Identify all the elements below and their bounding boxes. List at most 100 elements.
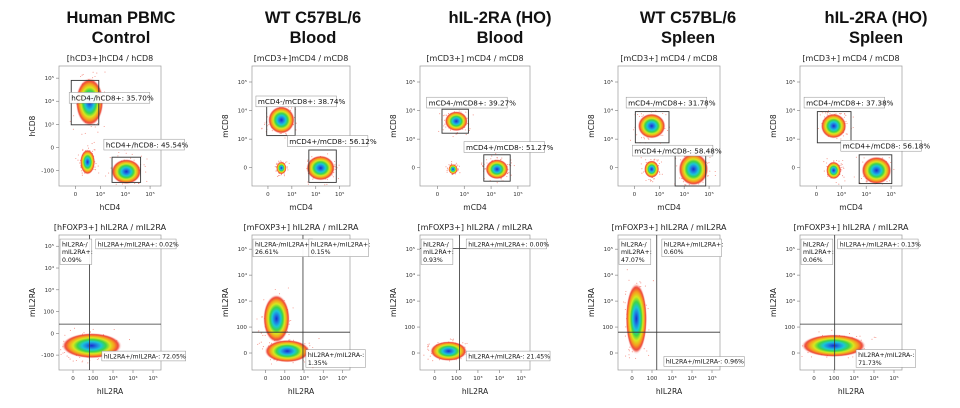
plot-r1c1-event-dot — [96, 122, 98, 124]
plot-r1c4-event-dot — [640, 113, 642, 115]
plot-r1c3-ytick-label: 0 — [411, 166, 415, 172]
plot-r2c2-xtick-label: 10⁵ — [338, 375, 347, 382]
plot-r2c1-xtick-label: 100 — [88, 376, 99, 382]
plot-r2c4-xlabel: hIL2RA — [656, 387, 683, 396]
plot-r2c2-event-dot — [258, 330, 260, 332]
plot-r1c3-event-dot — [495, 153, 497, 155]
plot-r1c1-population-3 — [80, 150, 95, 174]
plot-r2c4-xtick-label: 0 — [630, 376, 634, 382]
plot-r2c5-event-dot — [852, 356, 854, 358]
plot-r1c3-xtick-label: 10⁴ — [486, 191, 496, 198]
plot-r2c2-quadrant-UR-label-box — [308, 238, 369, 257]
plot-r2c4-event-dot — [625, 355, 627, 357]
plot-r1c2-xtick-label: 10⁵ — [335, 191, 344, 198]
plot-r1c2-event-dot — [278, 160, 280, 162]
plot-r2c3-quadrant-LR-label-text: hIL2RA+/mIL2RA-: 21.45% — [468, 353, 550, 360]
plot-r1c5-gate-2-label-text: mCD4+/mCD8-: 56.18% — [843, 142, 931, 151]
plot-r1c1-event-dot — [75, 157, 77, 160]
plot-r1c1-event-dot — [77, 154, 79, 156]
plot-r2c2-event-dot — [288, 334, 290, 336]
plot-r1c1-event-dot — [73, 115, 75, 117]
plot-r1c4-event-dot — [642, 114, 644, 116]
plot-r2c2-events — [256, 287, 320, 369]
plot-r1c4-event-dot — [640, 157, 642, 159]
plot-r2c5-title: [mFOXP3+] hIL2RA / mIL2RA — [794, 223, 909, 232]
plot-r1c5-event-dot — [843, 116, 845, 118]
plot-r1c4-xtick-label: 10³ — [655, 191, 664, 198]
plot-r1c5-event-dot — [845, 133, 847, 135]
plot-r1c2-gate-2-label-text: mCD4+/mCD8-: 56.12% — [289, 137, 377, 146]
plot-r1c2-event-dot — [326, 183, 328, 185]
plot-r1c1-event-dot — [91, 143, 93, 145]
plot-r1c5-event-dot — [846, 122, 848, 124]
plot-r1c2-event-dot — [307, 183, 309, 185]
plot-r2c2-event-dot — [270, 336, 272, 338]
plot-r1c3-event-dot — [491, 155, 493, 157]
plot-r2c1-event-dot — [66, 355, 68, 357]
plot-r1c5-event-dot — [836, 138, 838, 140]
plot-r1c5-event-dot — [842, 166, 844, 168]
plot-r2c5-quadrant-UR-label-text: hIL2RA+/mIL2RA+: 0.13% — [840, 241, 921, 248]
plot-r1c5-xtick-label: 10⁵ — [886, 191, 895, 198]
plot-r1c4-event-dot — [650, 158, 652, 161]
plot-r2c1-xtick-label: 0 — [71, 376, 75, 382]
plot-r2c2-quadrants: hIL2RA-/mIL2RA+:26.61% hIL2RA+/mIL2RA+:0.… — [252, 235, 370, 370]
plot-r2c4-quadrant-UL-label-box — [618, 238, 652, 265]
plot-r1c4-event-dot — [648, 138, 650, 140]
plot-r2c1-ytick-label: 100 — [43, 310, 54, 316]
plot-r1c3-gate-1-label-text: mCD4-/mCD8+: 39.27% — [429, 98, 517, 107]
plot-r1c4-population-3 — [644, 160, 659, 178]
plot-r2c5-xtick-label: 100 — [829, 376, 840, 382]
plot-r2c4-quadrant-UL-label-text: hIL2RA-/ — [621, 241, 648, 248]
plot-r2c3-event-dot — [466, 342, 468, 344]
plot-r1c1-event-dot — [96, 72, 98, 74]
plot-r2c3-event-dot — [427, 345, 429, 347]
plot-r1c3-population-2 — [486, 159, 508, 179]
plot-r1c2-event-dot — [286, 167, 288, 169]
plot-r1c2-event-dot — [264, 122, 266, 124]
plot-r2c1-quadrant-UR-label-box — [95, 238, 177, 250]
plot-r2c3-quadrant-UR-label-box — [465, 238, 547, 250]
plot-r1c1-event-dot — [81, 172, 83, 174]
column-2-title-line2: Blood — [290, 29, 337, 47]
plot-r1c2-gates: mCD4-/mCD8+: 38.74% mCD4+/mCD8-: 56.12% — [255, 95, 377, 183]
plot-r2c2-ytick-label: 10³ — [238, 298, 247, 305]
plot-r2c1-xtick-label: 10⁴ — [128, 375, 138, 382]
plot-r1c5-event-dot — [840, 164, 842, 166]
plot-r1c5-ytick-label: 0 — [791, 166, 795, 172]
plot-r1c3-event-dot — [447, 167, 449, 169]
plot-r1c4-title: [mCD3+] mCD4 / mCD8 — [620, 54, 717, 63]
plot-r1c4-event-dot — [679, 177, 681, 179]
plot-r1c2-event-dot — [283, 173, 285, 175]
plot-r2c3-xtick-label: 10⁴ — [495, 375, 505, 382]
plot-r1c5-event-dot — [853, 176, 855, 178]
plot-r1c5-gate-1-label-text: mCD4-/mCD8+: 37.38% — [806, 98, 894, 107]
plot-r2c5-quadrant-LR-label-text: hIL2RA+/mIL2RA-: — [858, 352, 914, 359]
plot-r2c4-quadrant-UR-label-text: 0.60% — [664, 249, 684, 256]
plot-r2c3-quadrant-UL-label-text: 0.93% — [423, 257, 443, 264]
plot-r1c3-event-dot — [455, 163, 457, 166]
plot-r2c4-event-dot — [624, 308, 626, 311]
plot-r1c1-event-dot — [104, 71, 106, 73]
plot-r1c1-title: [hCD3+]hCD4 / hCD8 — [67, 54, 153, 63]
plot-r2c2-event-dot — [292, 362, 294, 364]
plot-r1c2-event-dot — [285, 133, 287, 135]
plot-r1c2-events — [261, 98, 340, 186]
plot-r1c5-population-3 — [826, 162, 841, 179]
plot-r1c3-event-dot — [482, 165, 484, 167]
plot-r2c3-event-dot — [464, 343, 466, 345]
plot-r2c2-quadrant-UR-label-text: 0.15% — [311, 249, 331, 256]
plot-r2c4-event-dot — [626, 269, 628, 271]
plot-r1c4-ytick-label: 0 — [609, 166, 613, 172]
plot-r2c4-event-dot — [624, 335, 626, 337]
plot-r1c3-event-dot — [501, 157, 503, 159]
plot-r2c3-ytick-label: 10⁵ — [406, 246, 415, 253]
plot-r1c4-event-dot — [662, 112, 664, 114]
plot-r1c5-gates: mCD4-/mCD8+: 37.38% mCD4+/mCD8-: 56.18% — [803, 96, 931, 185]
plot-r2c4-xtick-label: 10⁴ — [687, 375, 697, 382]
plot-r2c1-title: [hFOXP3+] hIL2RA / mIL2RA — [54, 223, 167, 232]
plot-r1c3-event-dot — [438, 130, 440, 132]
plot-r1c1-event-dot — [109, 157, 111, 159]
plot-r2c3-ytick-label: 0 — [411, 351, 415, 357]
